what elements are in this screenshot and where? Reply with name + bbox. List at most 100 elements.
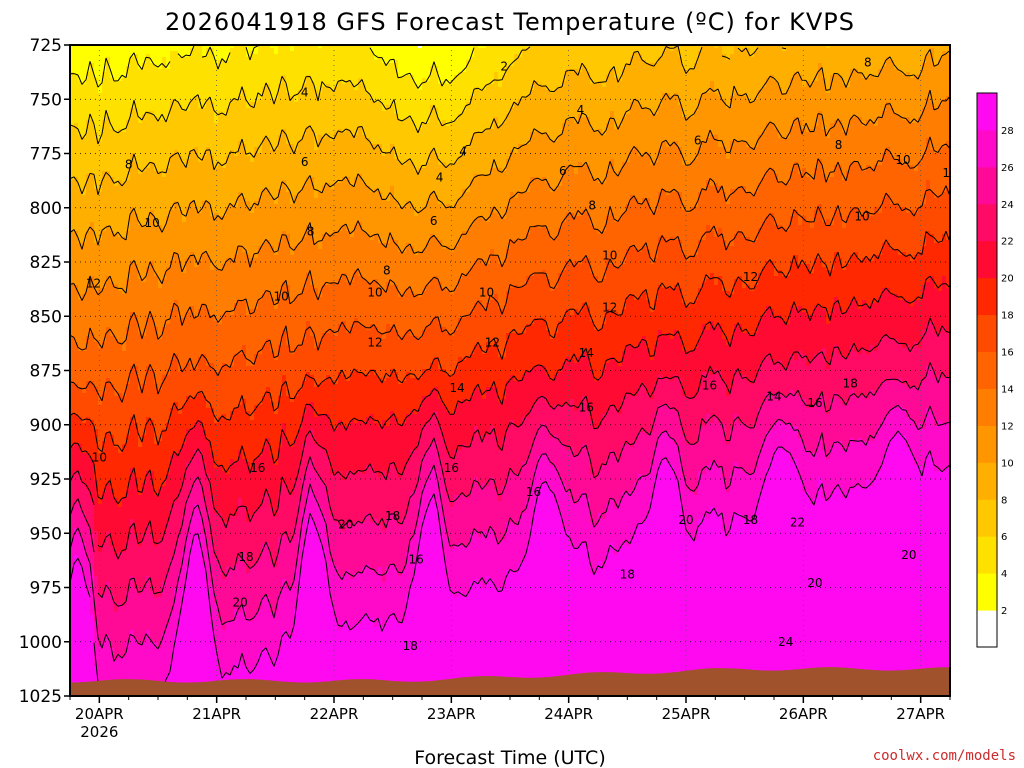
temperature-cell	[774, 225, 779, 277]
temperature-cell	[714, 135, 719, 184]
temperature-cell	[494, 489, 499, 538]
temperature-cell	[282, 375, 287, 424]
temperature-cell	[354, 474, 359, 523]
contour-label: 20	[338, 518, 353, 532]
temperature-cell	[550, 465, 555, 493]
temperature-cell	[170, 153, 175, 211]
temperature-cell	[250, 309, 255, 367]
temperature-cell	[462, 72, 467, 112]
temperature-cell	[138, 594, 143, 646]
temperature-cell	[926, 408, 931, 454]
temperature-cell	[158, 390, 163, 442]
temperature-cell	[498, 216, 503, 265]
temperature-cell	[686, 72, 691, 118]
x-tick-label: 26APR	[779, 705, 828, 723]
temperature-cell	[422, 369, 427, 397]
temperature-cell	[78, 387, 83, 418]
temperature-cell	[590, 84, 595, 130]
temperature-cell	[298, 573, 303, 696]
temperature-cell	[938, 60, 943, 106]
temperature-cell	[658, 465, 663, 696]
temperature-cell	[230, 204, 235, 259]
temperature-cell	[922, 108, 927, 157]
temperature-cell	[338, 525, 343, 577]
temperature-cell	[302, 414, 307, 445]
temperature-cell	[902, 207, 907, 253]
temperature-cell	[454, 408, 459, 451]
temperature-cell	[886, 147, 891, 196]
temperature-cell	[326, 285, 331, 334]
temperature-cell	[262, 138, 267, 190]
temperature-cell	[782, 396, 787, 424]
temperature-cell	[282, 483, 287, 535]
temperature-cell	[622, 117, 627, 163]
temperature-cell	[402, 519, 407, 571]
temperature-cell	[430, 150, 435, 193]
temperature-cell	[162, 429, 167, 487]
temperature-cell	[582, 396, 587, 445]
temperature-cell	[738, 96, 743, 142]
temperature-cell	[138, 645, 143, 696]
temperature-cell	[498, 357, 503, 403]
temperature-cell	[850, 345, 855, 391]
temperature-cell	[218, 564, 223, 619]
temperature-cell	[154, 495, 159, 547]
temperature-cell	[298, 243, 303, 295]
temperature-cell	[422, 249, 427, 292]
temperature-cell	[338, 81, 343, 130]
temperature-cell	[694, 255, 699, 301]
temperature-cell	[98, 192, 103, 241]
temperature-cell	[454, 75, 459, 121]
temperature-cell	[406, 159, 411, 202]
temperature-cell	[90, 276, 95, 334]
temperature-cell	[334, 87, 339, 133]
x-tick-label: 22APR	[310, 705, 359, 723]
temperature-cell	[266, 45, 271, 85]
temperature-cell	[414, 84, 419, 130]
temperature-cell	[882, 66, 887, 112]
temperature-cell	[86, 558, 91, 592]
temperature-cell	[222, 522, 227, 580]
temperature-cell	[170, 360, 175, 409]
temperature-cell	[458, 240, 463, 280]
temperature-cell	[110, 78, 115, 130]
temperature-cell	[698, 339, 703, 388]
temperature-cell	[486, 342, 491, 388]
temperature-cell	[106, 225, 111, 277]
temperature-cell	[462, 45, 467, 73]
temperature-cell	[690, 537, 695, 696]
temperature-cell	[642, 45, 647, 61]
temperature-cell	[254, 459, 259, 511]
temperature-cell	[206, 549, 211, 589]
temperature-cell	[330, 330, 335, 382]
temperature-cell	[194, 45, 199, 97]
contour-label: 2	[500, 60, 508, 74]
temperature-cell	[562, 45, 567, 82]
temperature-cell	[386, 474, 391, 520]
temperature-cell	[286, 489, 291, 538]
temperature-cell	[342, 576, 347, 622]
contour-label: 8	[835, 138, 843, 152]
temperature-cell	[518, 288, 523, 334]
temperature-cell	[834, 489, 839, 696]
temperature-cell	[682, 210, 687, 256]
temperature-cell	[178, 105, 183, 157]
temperature-cell	[178, 318, 183, 373]
temperature-cell	[922, 63, 927, 109]
temperature-cell	[386, 282, 391, 325]
temperature-cell	[558, 186, 563, 229]
temperature-cell	[578, 264, 583, 313]
temperature-cell	[522, 462, 527, 514]
temperature-cell	[294, 150, 299, 196]
temperature-cell	[514, 153, 519, 199]
temperature-cell	[270, 507, 275, 562]
temperature-cell	[870, 261, 875, 304]
temperature-cell	[578, 546, 583, 696]
temperature-cell	[510, 192, 515, 241]
temperature-cell	[242, 90, 247, 145]
temperature-cell	[386, 243, 391, 283]
temperature-cell	[378, 288, 383, 334]
temperature-cell	[350, 45, 355, 85]
temperature-cell	[598, 183, 603, 235]
temperature-cell	[886, 195, 891, 244]
